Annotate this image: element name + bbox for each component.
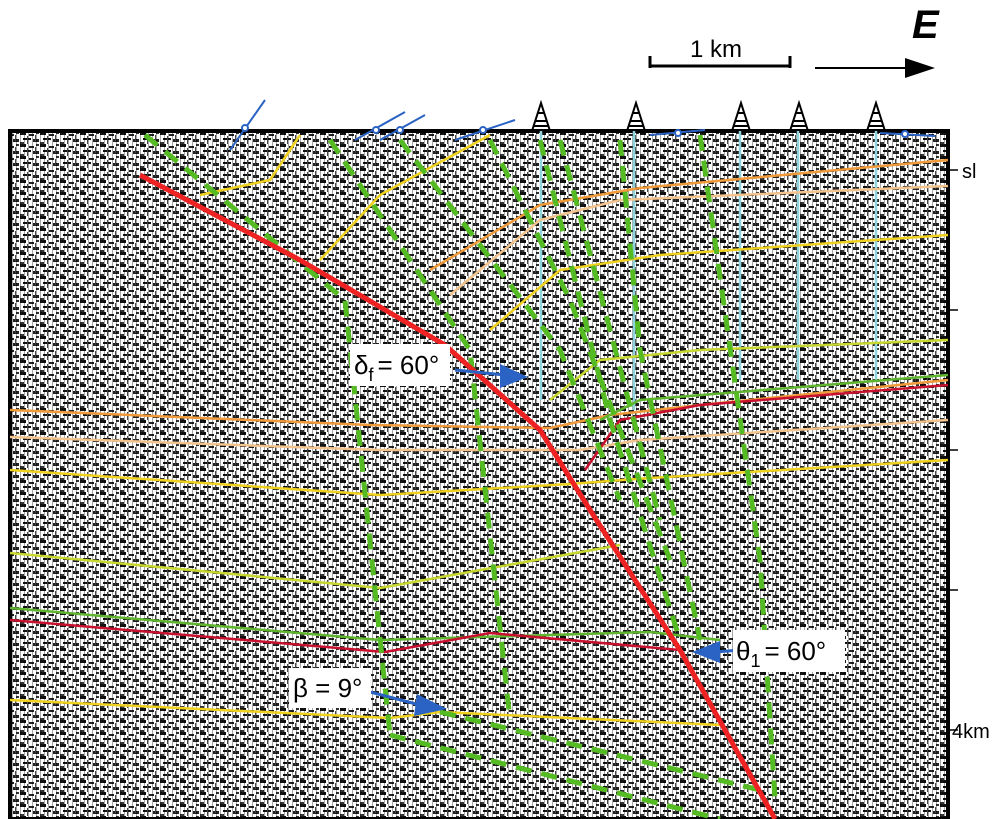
horizon-upper-yellow [489, 233, 948, 331]
main-fault [138, 172, 778, 819]
fault-dip-label: δf = 60° [354, 350, 439, 385]
annotation-arrows [369, 364, 741, 716]
horizon-shallow-yellow [199, 134, 302, 197]
horizon-shallow-yellow-2 [319, 133, 491, 261]
horizon-upper-orange [429, 158, 948, 272]
horizon-lime [10, 543, 621, 590]
horizon-upper-red [583, 383, 948, 471]
beta-label: β = 9° [293, 673, 362, 703]
axial-surfaces [143, 133, 778, 819]
cutoff-angle-label-box [733, 630, 845, 672]
horizon-upper-lime [549, 338, 948, 401]
horizon-upper-peach [449, 184, 948, 296]
dip-marker-icon [229, 99, 936, 151]
horizon-red [10, 618, 681, 654]
scale-bar [648, 56, 792, 68]
depth-axis [948, 169, 958, 731]
depth-bottom-label: 4km [952, 721, 990, 743]
fault-dip-label-box [350, 344, 450, 386]
scale-bar-label: 1 km [690, 36, 742, 63]
beta-label-box [289, 668, 371, 708]
oil-derrick-icon [531, 99, 886, 132]
depth-top-label: sl [962, 161, 976, 183]
seismic-panel [10, 131, 948, 819]
north-arrow-icon [815, 58, 935, 78]
orientation-label: E [912, 3, 940, 47]
cutoff-angle-label: θ1 = 60° [736, 636, 826, 671]
